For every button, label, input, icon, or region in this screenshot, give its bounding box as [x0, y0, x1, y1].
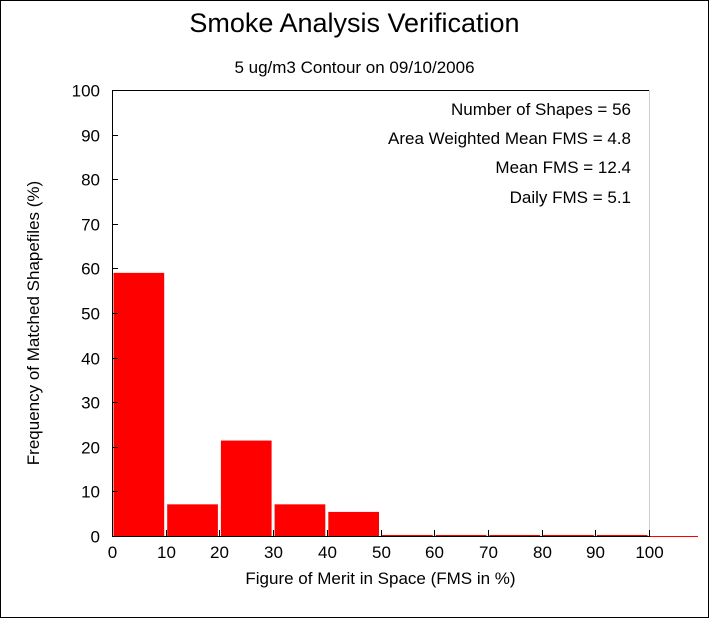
stat-mean-fms: Mean FMS = 12.4: [495, 158, 631, 178]
x-axis-label: Figure of Merit in Space (FMS in %): [245, 569, 516, 588]
histogram-bar: [274, 504, 326, 536]
chart-title: Smoke Analysis Verification: [189, 8, 520, 38]
x-tick-label: 50: [372, 543, 391, 562]
histogram-bar: [543, 535, 594, 536]
y-axis-label: Frequency of Matched Shapefiles (%): [24, 180, 43, 466]
x-tick-label: 90: [586, 543, 605, 562]
y-tick-label: 20: [81, 439, 100, 458]
axes-group: [112, 90, 650, 537]
x-tick-label: 60: [425, 543, 444, 562]
y-tick-label: 30: [81, 394, 100, 413]
histogram-bar: [220, 440, 272, 536]
stat-number-of-shapes: Number of Shapes = 56: [450, 100, 631, 119]
y-tick-label: 70: [81, 216, 100, 235]
histogram-bar: [167, 504, 218, 536]
histogram-bar: [489, 535, 541, 536]
x-tick-label: 100: [635, 543, 663, 562]
x-tick-label: 70: [479, 543, 498, 562]
histogram-bar: [328, 511, 379, 536]
y-tick-labels: 0 10 20 30 40 50 60 70 80 90 100: [72, 82, 100, 547]
histogram-bar: [596, 535, 648, 536]
x-tick-label: 0: [108, 543, 117, 562]
x-tick-label: 40: [318, 543, 337, 562]
y-tick-label: 10: [81, 483, 100, 502]
x-tick-label: 20: [210, 543, 229, 562]
stat-daily-fms: Daily FMS = 5.1: [509, 187, 631, 207]
y-tick-label: 60: [81, 260, 100, 279]
x-tick-label: 10: [157, 543, 176, 562]
x-tick-label: 80: [533, 543, 552, 562]
histogram-bar: [113, 272, 165, 536]
histogram-bar: [435, 535, 487, 536]
bars-group: [112, 272, 698, 537]
x-tick-label: 30: [264, 543, 283, 562]
chart-subtitle: 5 ug/m3 Contour on 09/10/2006: [234, 58, 475, 77]
y-tick-label: 40: [81, 350, 100, 369]
stat-area-weighted-mean-fms: Area Weighted Mean FMS = 4.8: [387, 129, 631, 149]
y-tick-label: 80: [81, 171, 100, 190]
histogram-bar: [382, 535, 433, 536]
y-tick-label: 100: [72, 82, 100, 101]
stats-annotation: Number of Shapes = 56 Area Weighted Mean…: [388, 100, 631, 217]
y-tick-label: 90: [81, 127, 100, 146]
y-tick-label: 0: [91, 528, 100, 547]
y-tick-label: 50: [81, 305, 100, 324]
x-tick-labels: 0 10 20 30 40 50 60 70 80 90 100: [108, 543, 664, 562]
